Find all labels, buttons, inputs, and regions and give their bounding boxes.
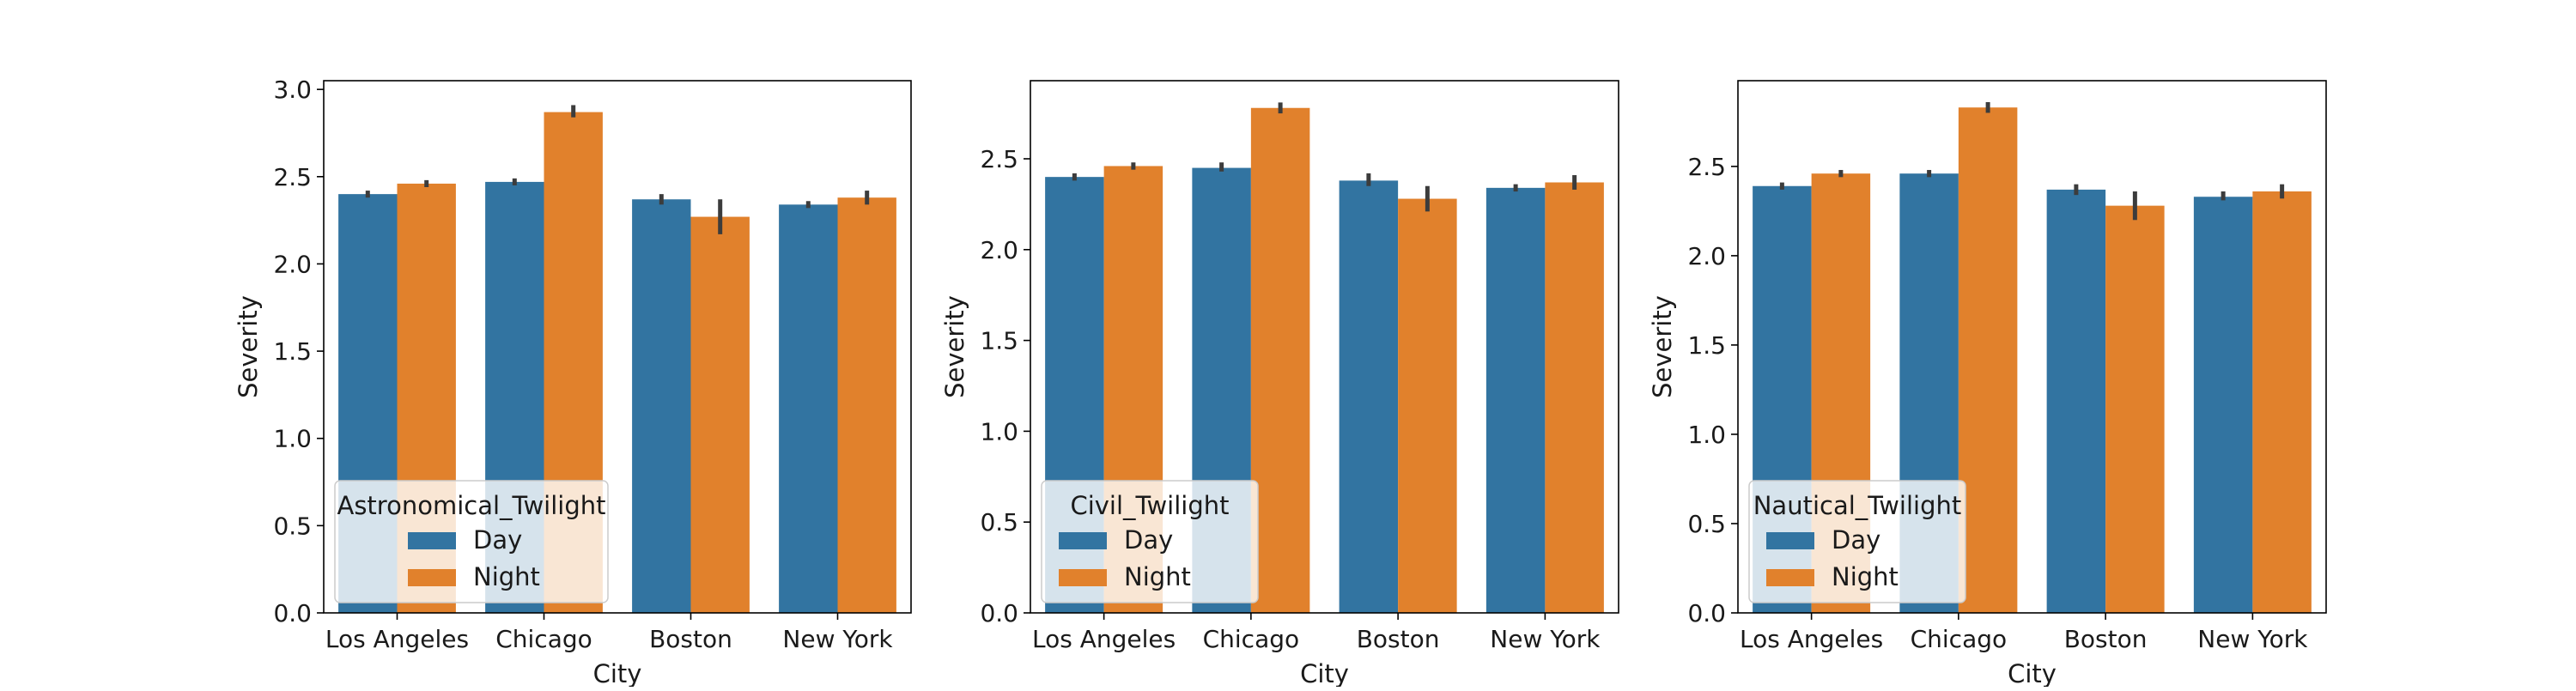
legend-title: Civil_Twilight (1070, 491, 1229, 520)
x-tick-label: Los Angeles (1740, 625, 1883, 653)
legend-label-day: Day (1832, 525, 1880, 555)
y-axis-label: Severity (234, 295, 263, 398)
plot-frame (323, 80, 912, 614)
bar-day-boston (1339, 180, 1399, 613)
y-tick-label: 2.5 (273, 163, 312, 191)
legend-swatch-night (408, 569, 456, 586)
bar-night-new-york (837, 197, 896, 613)
x-axis-label: City (2008, 659, 2057, 687)
x-tick-label: Boston (649, 625, 732, 653)
y-tick-label: 1.5 (273, 337, 312, 366)
bar-night-new-york (2252, 191, 2312, 613)
bar-day-new-york (779, 204, 838, 613)
y-tick-label: 2.5 (1687, 153, 1726, 181)
bar-night-boston (690, 216, 750, 613)
y-tick-label: 2.0 (1687, 242, 1726, 270)
bar-night-new-york (1545, 182, 1604, 613)
bar-night-chicago (1958, 107, 2018, 613)
legend-title: Astronomical_Twilight (337, 491, 605, 520)
y-tick-label: 0.0 (980, 599, 1018, 627)
y-tick-label: 1.0 (273, 425, 312, 453)
y-tick-label: 2.0 (273, 250, 312, 278)
bar-night-chicago (1250, 107, 1310, 614)
panel-2: 0.0 0.5 1.0 1.5 2.0 2.5 Los Angeles Chicago Bost… (940, 80, 1619, 688)
legend-title: Nautical_Twilight (1753, 491, 1962, 520)
legend-swatch-day (1059, 532, 1107, 549)
x-tick-label: New York (1490, 625, 1601, 653)
x-tick-label: Chicago (1203, 625, 1300, 653)
bar-day-new-york (1485, 187, 1546, 613)
y-tick-label: 3.0 (273, 76, 312, 104)
legend-swatch-day (1766, 532, 1814, 549)
y-tick-label: 0.5 (980, 508, 1018, 536)
plot-frame (1030, 80, 1619, 614)
y-tick-label: 1.0 (980, 417, 1018, 446)
y-tick-label: 0.5 (273, 512, 312, 540)
y-tick-label: 0.5 (1687, 510, 1726, 538)
y-tick-label: 2.5 (980, 145, 1018, 173)
bar-day-boston (632, 199, 691, 614)
legend-label-night: Night (473, 562, 540, 591)
plot-frame (1737, 80, 2327, 614)
panel-1: 0.0 0.5 1.0 1.5 2.0 2.5 3.0 Los Angeles Chicago B… (234, 76, 912, 688)
legend-swatch-night (1059, 569, 1107, 586)
x-tick-label: Los Angeles (1032, 625, 1176, 653)
x-tick-label: Chicago (1911, 625, 2008, 653)
y-axis-label: Severity (1648, 295, 1677, 398)
y-tick-label: 1.0 (1687, 421, 1726, 449)
x-axis-label: City (1300, 659, 1349, 687)
x-axis-label: City (593, 659, 642, 687)
y-tick-label: 0.0 (1687, 599, 1726, 627)
legend-label-day: Day (1124, 525, 1173, 555)
legend-label-night: Night (1124, 562, 1191, 591)
y-axis-label: Severity (940, 295, 969, 398)
x-tick-label: Boston (1357, 625, 1440, 653)
bar-night-boston (1398, 198, 1457, 613)
legend-box (334, 480, 609, 603)
legend-swatch-day (408, 532, 456, 549)
bar-day-new-york (2193, 197, 2253, 613)
legend-label-night: Night (1832, 562, 1899, 591)
x-tick-label: Chicago (495, 625, 592, 653)
legend-label-day: Day (473, 525, 522, 555)
bar-day-boston (2046, 189, 2106, 613)
x-tick-label: Boston (2064, 625, 2148, 653)
y-tick-label: 1.5 (980, 327, 1018, 355)
legend-swatch-night (1766, 569, 1814, 586)
y-tick-label: 1.5 (1687, 331, 1726, 360)
x-tick-label: New York (2197, 625, 2308, 653)
x-tick-label: Los Angeles (325, 625, 469, 653)
x-tick-label: New York (782, 625, 893, 653)
y-tick-label: 0.0 (273, 599, 312, 627)
y-tick-label: 2.0 (980, 236, 1018, 264)
bar-night-boston (2105, 205, 2165, 614)
panel-3: 0.0 0.5 1.0 1.5 2.0 2.5 Los Angeles Chicago Bost… (1648, 80, 2327, 688)
